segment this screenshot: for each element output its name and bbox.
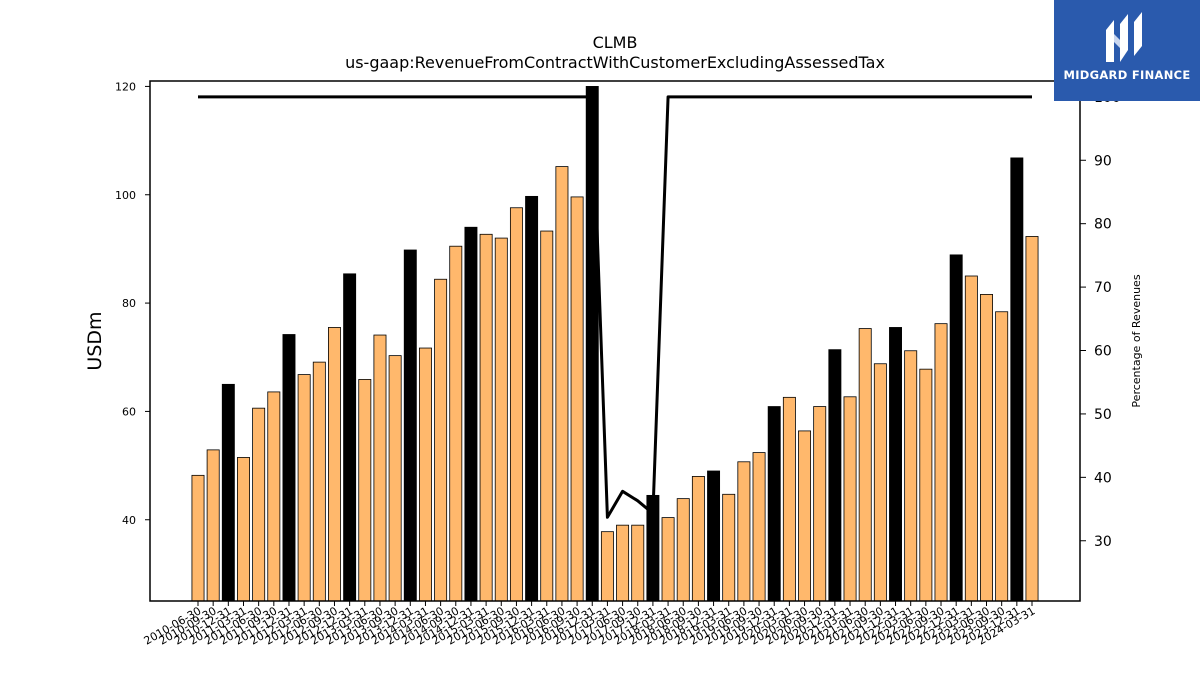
bar-2019-09-30 xyxy=(752,452,766,602)
bar-2023-03-31 xyxy=(964,275,978,602)
bar-2024-03-31 xyxy=(1025,236,1039,602)
bar-2010-12-31 xyxy=(221,383,235,602)
bar-2018-06-30 xyxy=(676,498,690,602)
bar-2020-06-30 xyxy=(798,430,812,602)
midgard-m-logo-icon xyxy=(1106,12,1142,62)
bar-2021-09-30 xyxy=(873,363,887,602)
logo-text: MIDGARD FINANCE xyxy=(1063,68,1191,82)
chart-title: CLMB xyxy=(593,33,638,52)
plot-frame xyxy=(149,80,1081,602)
bar-2021-06-30 xyxy=(858,328,872,602)
y2-axis-label: Percentage of Revenues xyxy=(1130,274,1143,407)
y2-tick-label: 40 xyxy=(1094,470,1112,486)
bar-2016-12-31 xyxy=(585,86,599,602)
y-tick-label: 80 xyxy=(122,297,136,310)
y-tick-label: 120 xyxy=(115,80,136,93)
bar-2016-03-31 xyxy=(540,230,554,602)
bars-layer xyxy=(191,86,1039,602)
percentage-line xyxy=(198,95,1032,519)
chart-subtitle: us-gaap:RevenueFromContractWithCustomerE… xyxy=(345,53,885,72)
bar-2023-06-30 xyxy=(980,294,993,602)
bar-2012-06-30 xyxy=(312,361,326,602)
bar-2013-03-31 xyxy=(358,379,372,602)
bar-2021-03-31 xyxy=(843,396,857,602)
bar-2014-09-30 xyxy=(449,245,463,602)
y-axis-left: 40 60 80 100 120 xyxy=(115,80,150,527)
bar-2016-06-30 xyxy=(555,166,569,602)
y2-tick-label: 80 xyxy=(1094,217,1112,233)
bar-2010-06-30 xyxy=(191,474,205,602)
bar-2011-12-31 xyxy=(282,334,296,602)
bar-2013-06-30 xyxy=(373,334,387,602)
bar-2017-09-30 xyxy=(631,524,645,602)
bar-2017-06-30 xyxy=(616,524,630,602)
bar-2020-09-30 xyxy=(813,406,827,602)
bar-2022-06-30 xyxy=(919,368,933,602)
bar-2014-06-30 xyxy=(434,278,448,602)
bar-2020-12-31 xyxy=(828,349,842,602)
bar-2015-03-31 xyxy=(479,233,493,602)
y-tick-label: 100 xyxy=(115,189,136,202)
bar-2015-09-30 xyxy=(509,207,523,602)
bar-2022-12-31 xyxy=(949,254,963,602)
bar-2023-09-30 xyxy=(995,311,1009,602)
bar-2011-03-31 xyxy=(237,457,250,602)
bar-2021-12-31 xyxy=(889,327,902,602)
bar-2012-03-31 xyxy=(297,374,311,602)
bar-2018-03-31 xyxy=(661,517,675,602)
y-axis-right: 30405060708090100 xyxy=(1080,90,1121,550)
x-axis: 2010-06-302010-09-302010-12-312011-03-31… xyxy=(142,601,1038,648)
bar-2012-12-31 xyxy=(343,273,357,602)
logo: MIDGARD FINANCE xyxy=(1054,0,1200,101)
y2-tick-label: 90 xyxy=(1094,153,1112,169)
y2-tick-label: 70 xyxy=(1094,280,1112,296)
y-tick-label: 40 xyxy=(122,514,136,527)
bar-2015-06-30 xyxy=(494,237,508,602)
bar-2015-12-31 xyxy=(525,195,539,602)
line-layer xyxy=(198,95,1032,519)
bar-2019-06-30 xyxy=(737,461,751,602)
y2-tick-label: 50 xyxy=(1094,407,1112,423)
bar-2020-03-31 xyxy=(782,396,796,602)
bar-2013-12-31 xyxy=(403,249,417,602)
bar-2010-09-30 xyxy=(206,449,220,602)
y2-tick-label: 30 xyxy=(1094,534,1112,550)
bar-2018-09-30 xyxy=(691,476,705,602)
bar-2011-06-30 xyxy=(252,407,266,602)
bar-2018-12-31 xyxy=(707,470,721,602)
bar-2019-12-31 xyxy=(767,406,781,602)
y-axis-label: USDm xyxy=(84,311,106,370)
bar-2022-03-31 xyxy=(904,350,918,602)
bar-2017-03-31 xyxy=(600,531,614,602)
bar-2016-09-30 xyxy=(570,196,584,602)
bar-2014-12-31 xyxy=(464,226,478,602)
y-tick-label: 60 xyxy=(122,405,136,418)
bar-2012-09-30 xyxy=(328,327,341,602)
bar-2014-03-31 xyxy=(418,347,432,602)
bar-2013-09-30 xyxy=(388,355,402,602)
bar-2019-03-31 xyxy=(722,493,736,602)
bar-2023-12-31 xyxy=(1010,157,1024,602)
bar-2022-09-30 xyxy=(934,323,948,602)
bar-2011-09-30 xyxy=(267,391,281,602)
y2-tick-label: 60 xyxy=(1094,344,1112,360)
